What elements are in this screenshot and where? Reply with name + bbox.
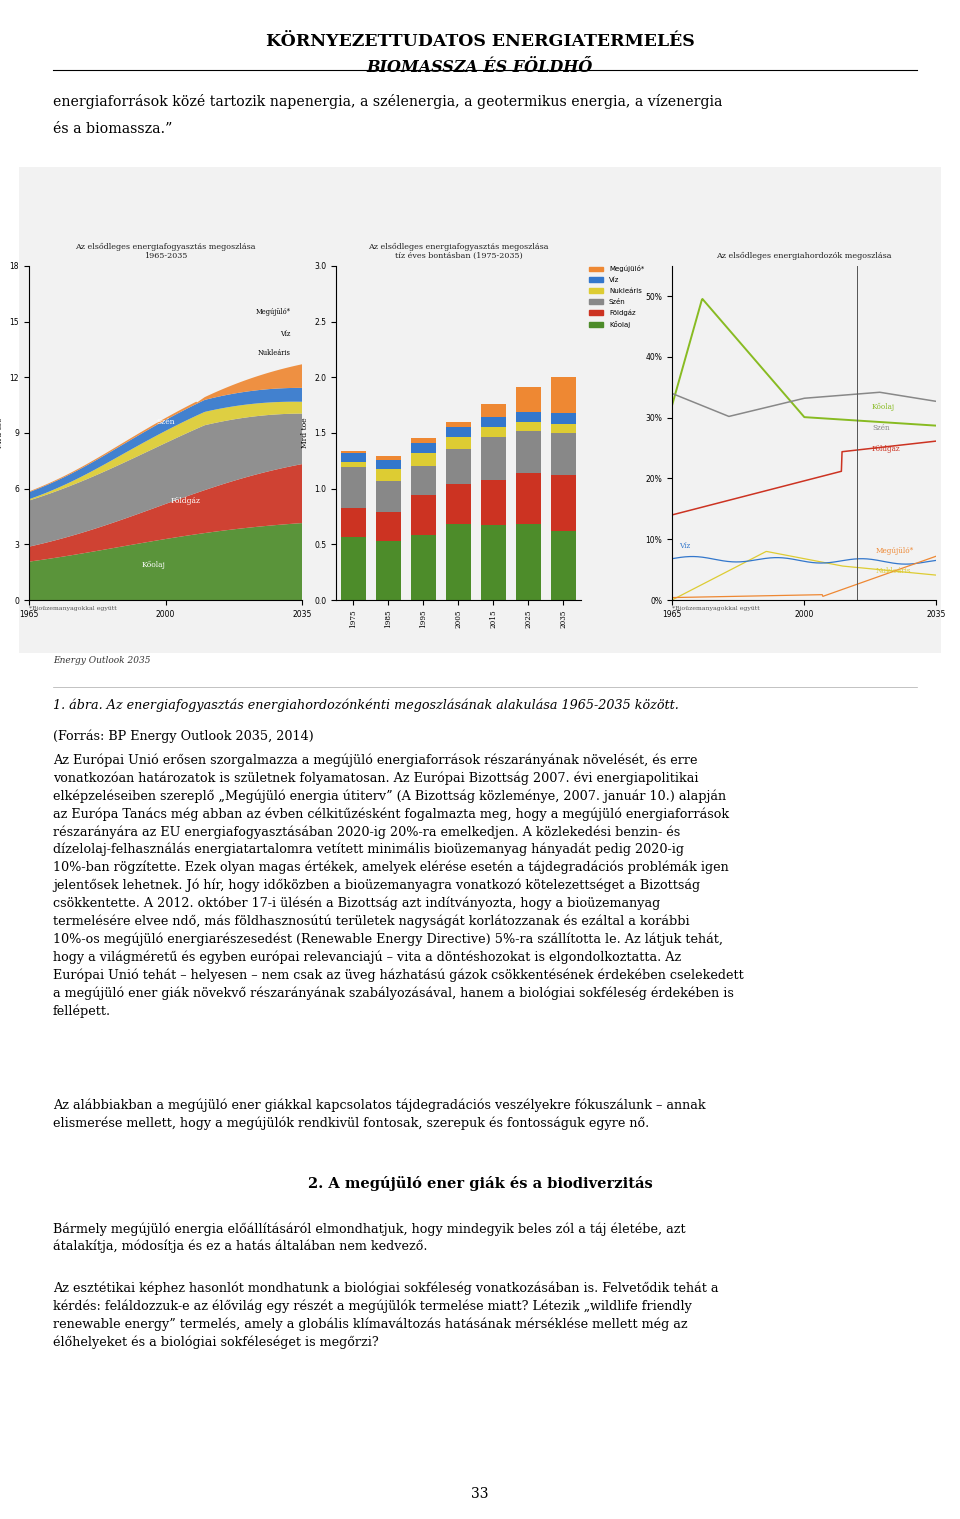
Text: Földgáz: Földgáz [872, 445, 900, 453]
Legend: Megújüló*, Víz, Nukleáris, Szén, Földgáz, Kőolaj: Megújüló*, Víz, Nukleáris, Szén, Földgáz… [587, 263, 647, 331]
Text: Víz: Víz [280, 330, 291, 339]
Text: *Bioüzemanyagokkal együtt: *Bioüzemanyagokkal együtt [29, 606, 116, 611]
Text: Az alábbiakban a megújüló ener giákkal kapcsolatos tájdegradációs veszélyekre fó: Az alábbiakban a megújüló ener giákkal k… [53, 1100, 706, 1130]
Bar [516, 412, 540, 422]
Text: Energy Outlook 2035: Energy Outlook 2035 [53, 656, 151, 665]
Bar [445, 427, 471, 437]
Text: Nukleáris: Nukleáris [258, 349, 291, 357]
Bar [481, 480, 506, 526]
Bar [551, 532, 576, 600]
Bar [411, 439, 436, 444]
Text: Az Európai Unió erősen szorgalmazza a megújüló energiaforrások részarányának növ: Az Európai Unió erősen szorgalmazza a me… [53, 753, 744, 1018]
Text: energiaforrások közé tartozik napenergia, a szélenergia, a geotermikus energia, : energiaforrások közé tartozik napenergia… [53, 94, 722, 109]
Bar [341, 507, 366, 536]
Bar [481, 404, 506, 418]
Bar [551, 413, 576, 424]
Bar [516, 431, 540, 472]
Bar [445, 422, 471, 427]
Bar [411, 453, 436, 466]
Text: BIOMASSZA ÉS FÖLDHŐ: BIOMASSZA ÉS FÖLDHŐ [367, 59, 593, 76]
Bar [481, 437, 506, 480]
Text: Nukleáris: Nukleáris [876, 567, 911, 574]
Bar [411, 535, 436, 600]
Text: 1. ábra. Az energiafogyasztás energiahordozónkénti megoszlásának alakulása 1965-: 1. ábra. Az energiafogyasztás energiahor… [53, 699, 679, 712]
Bar [516, 524, 540, 600]
Bar [341, 462, 366, 468]
Bar [341, 451, 366, 453]
FancyBboxPatch shape [19, 167, 941, 653]
Text: Kőolaj: Kőolaj [872, 403, 895, 410]
Bar [551, 475, 576, 532]
Text: Kőolaj: Kőolaj [142, 561, 166, 568]
Bar [445, 524, 471, 600]
Bar [516, 472, 540, 524]
Bar [445, 437, 471, 448]
Y-axis label: Mrd toe: Mrd toe [0, 418, 4, 448]
Bar [411, 444, 436, 453]
Bar [376, 482, 401, 512]
Text: 2. A megújüló ener giák és a biodiverzitás: 2. A megújüló ener giák és a biodiverzit… [307, 1177, 653, 1191]
Bar [516, 422, 540, 431]
Bar [481, 418, 506, 427]
Bar [376, 541, 401, 600]
Text: Az elsődleges energiafogyasztás megoszlása
tíz éves bontásban (1975-2035): Az elsődleges energiafogyasztás megoszlá… [368, 243, 549, 260]
Text: Földgáz: Földgáz [170, 497, 200, 506]
Bar [376, 512, 401, 541]
Text: Szén: Szén [156, 418, 175, 425]
Bar [445, 448, 471, 485]
Text: *Bioüzemanyagokkal együtt: *Bioüzemanyagokkal együtt [672, 606, 759, 611]
Bar [551, 377, 576, 413]
Bar [376, 468, 401, 482]
Text: Megújüló*: Megújüló* [255, 308, 291, 316]
Y-axis label: Mrd toe: Mrd toe [300, 418, 308, 448]
Text: 33: 33 [471, 1487, 489, 1501]
Bar [341, 536, 366, 600]
Text: Bármely megújüló energia előállításáról elmondhatjuk, hogy mindegyik beles zól a: Bármely megújüló energia előállításáról … [53, 1223, 685, 1253]
Bar [376, 456, 401, 460]
Bar [341, 468, 366, 507]
Bar [481, 526, 506, 600]
Bar [341, 453, 366, 462]
Bar [516, 387, 540, 412]
Text: KÖRNYEZETTUDATOS ENERGIATERMELÉS: KÖRNYEZETTUDATOS ENERGIATERMELÉS [266, 33, 694, 50]
Bar [411, 466, 436, 495]
Text: Az esztétikai képhez hasonlót mondhatunk a biológiai sokféleség vonatkozásában i: Az esztétikai képhez hasonlót mondhatunk… [53, 1282, 718, 1349]
Bar [376, 460, 401, 468]
Text: (Forrás: BP Energy Outlook 2035, 2014): (Forrás: BP Energy Outlook 2035, 2014) [53, 729, 314, 743]
Text: Az elsődleges energiafogyasztás megoszlása
1965-2035: Az elsődleges energiafogyasztás megoszlá… [75, 243, 256, 260]
Bar [551, 424, 576, 433]
Bar [551, 433, 576, 475]
Text: Szén: Szén [872, 424, 890, 431]
Text: Megújüló*: Megújüló* [876, 547, 914, 554]
Bar [481, 427, 506, 437]
Text: Az elsődleges energiahordozók megoszlása: Az elsődleges energiahordozók megoszlása [716, 252, 892, 260]
Text: és a biomassza.”: és a biomassza.” [53, 122, 172, 135]
Bar [445, 485, 471, 524]
Bar [411, 495, 436, 535]
Text: Víz: Víz [680, 542, 691, 550]
